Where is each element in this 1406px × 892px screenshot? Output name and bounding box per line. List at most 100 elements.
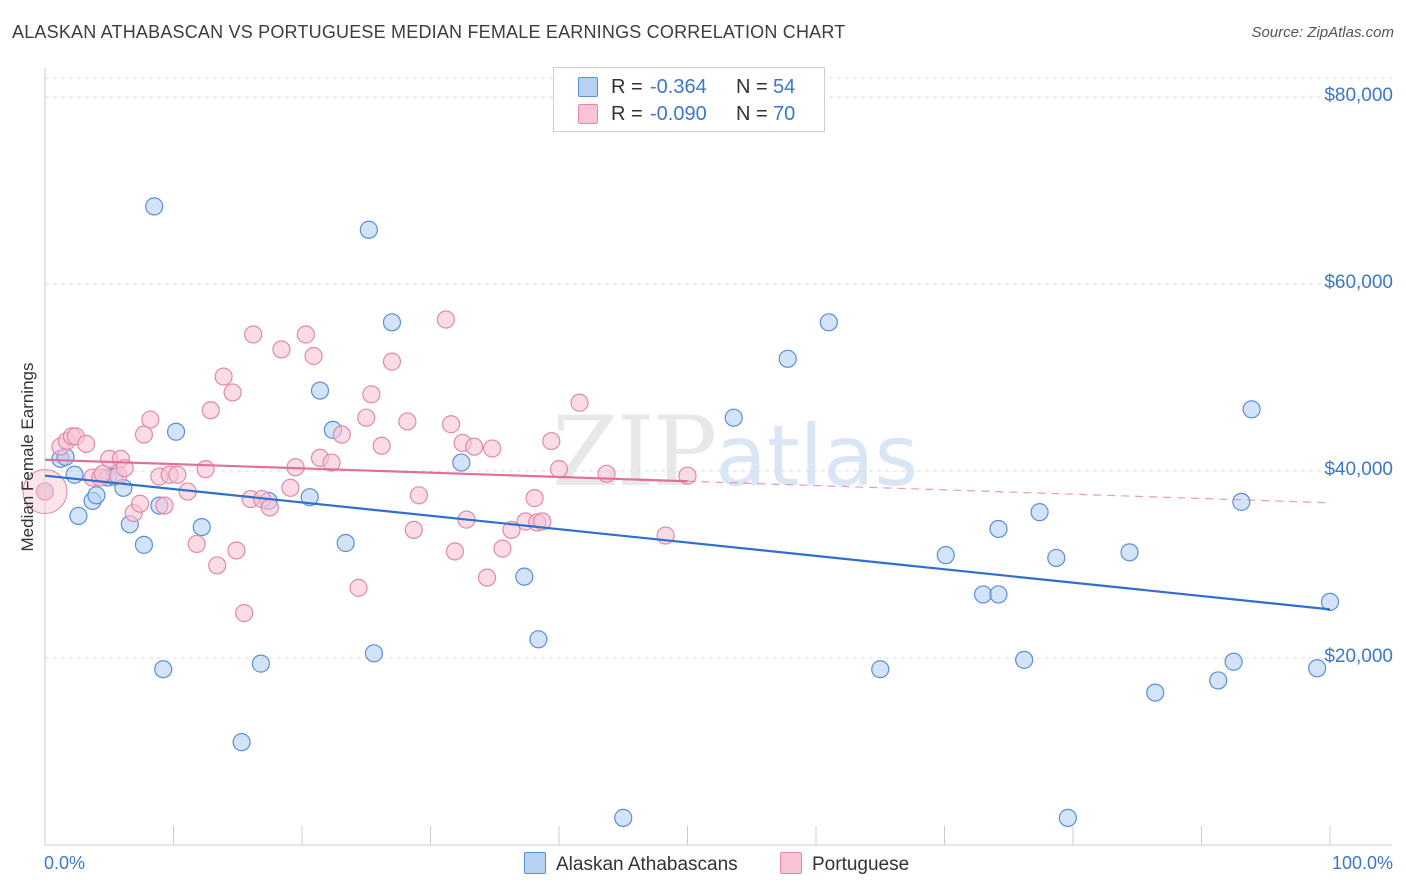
data-point-athabascan <box>1015 650 1034 669</box>
legend-item-athabascan[interactable]: Alaskan Athabascans <box>524 852 738 876</box>
data-point-athabascan <box>69 506 88 525</box>
data-point-athabascan <box>724 408 743 427</box>
y-axis-label: Median Female Earnings <box>18 362 37 552</box>
data-point-portuguese <box>141 410 160 429</box>
data-point-athabascan <box>1232 492 1251 511</box>
data-point-athabascan <box>192 517 211 537</box>
data-point-portuguese <box>533 512 552 531</box>
data-point-athabascan <box>819 313 838 332</box>
correlation-stats-box: R = -0.364 N = 54 R = -0.090 N = 70 <box>553 67 825 132</box>
data-point-portuguese <box>304 346 323 366</box>
legend-label-portuguese: Portuguese <box>812 854 910 875</box>
data-point-portuguese <box>155 496 174 515</box>
data-point-athabascan <box>973 585 993 604</box>
data-point-athabascan <box>529 630 548 649</box>
r-value: -0.090 <box>650 103 707 125</box>
data-point-portuguese <box>322 453 341 472</box>
data-point-portuguese <box>115 459 134 478</box>
data-point-athabascan <box>1146 683 1165 702</box>
data-point-athabascan <box>154 660 173 679</box>
data-point-portuguese <box>525 489 544 508</box>
data-point-portuguese <box>77 434 96 453</box>
data-point-athabascan <box>166 422 186 441</box>
r-value: -0.364 <box>650 76 707 98</box>
data-point-portuguese <box>332 425 351 444</box>
data-point-portuguese <box>227 541 246 560</box>
n-label: N = <box>736 103 768 125</box>
data-point-portuguese <box>362 385 381 404</box>
axes <box>44 68 1392 846</box>
data-point-portuguese <box>208 556 227 575</box>
data-points <box>22 197 1340 827</box>
data-point-athabascan <box>145 197 164 216</box>
legend-label-athabascan: Alaskan Athabascans <box>556 854 738 875</box>
gridlines <box>45 77 1392 659</box>
n-label: N = <box>736 76 768 98</box>
data-point-portuguese <box>349 578 368 597</box>
y-tick-label: $60,000 <box>1324 272 1393 293</box>
data-point-athabascan <box>871 660 890 679</box>
data-point-athabascan <box>989 585 1008 604</box>
portuguese-swatch <box>578 104 598 124</box>
data-point-athabascan <box>359 220 378 239</box>
data-point-portuguese <box>678 466 697 485</box>
data-point-portuguese <box>382 352 402 371</box>
data-point-portuguese <box>477 568 497 587</box>
data-point-portuguese <box>35 482 55 501</box>
data-point-portuguese <box>244 325 263 344</box>
x-tick-label-max: 100.0% <box>1331 853 1393 873</box>
data-point-athabascan <box>1030 503 1049 522</box>
watermark-atlas: atlas <box>715 407 919 505</box>
data-point-athabascan <box>65 465 84 484</box>
data-point-athabascan <box>1308 659 1327 678</box>
data-point-portuguese <box>404 520 423 540</box>
legend-item-portuguese[interactable]: Portuguese <box>780 852 909 876</box>
data-point-portuguese <box>235 604 254 623</box>
data-point-portuguese <box>260 498 279 517</box>
data-point-portuguese <box>272 340 291 359</box>
data-point-athabascan <box>232 733 251 752</box>
data-point-portuguese <box>398 412 417 431</box>
watermark-zip: ZIP <box>552 396 717 508</box>
data-point-athabascan <box>1209 671 1228 690</box>
data-point-portuguese <box>223 383 242 402</box>
data-point-athabascan <box>936 546 955 565</box>
n-value: 70 <box>773 103 796 125</box>
data-point-athabascan <box>251 654 270 673</box>
data-point-portuguese <box>465 437 484 456</box>
data-point-portuguese <box>168 465 187 484</box>
data-point-portuguese <box>214 367 233 386</box>
trend-line-portuguese <box>44 458 688 483</box>
data-point-athabascan <box>336 533 355 553</box>
data-point-athabascan <box>614 808 633 827</box>
legend-swatch-portuguese <box>780 852 802 874</box>
data-point-athabascan <box>382 313 402 332</box>
data-point-athabascan <box>989 519 1008 539</box>
data-point-portuguese <box>296 325 315 344</box>
data-point-athabascan <box>310 381 330 400</box>
y-tick-label: $20,000 <box>1324 646 1393 667</box>
trend-lines <box>44 458 1331 611</box>
data-point-portuguese-cluster <box>22 469 68 515</box>
data-point-portuguese <box>493 539 512 558</box>
data-point-portuguese <box>281 478 300 497</box>
data-point-athabascan <box>1120 543 1139 562</box>
data-point-athabascan <box>300 488 319 507</box>
n-value: 54 <box>773 76 796 98</box>
data-point-athabascan <box>1242 400 1261 419</box>
trend-line-athabascan <box>44 474 1331 611</box>
data-point-athabascan <box>134 535 154 554</box>
y-tick-label: $40,000 <box>1324 459 1393 480</box>
data-point-portuguese <box>357 408 376 427</box>
data-point-portuguese <box>372 436 391 455</box>
data-point-portuguese <box>436 310 456 329</box>
zipatlas-watermark: ZIPatlas <box>552 396 918 508</box>
data-point-athabascan <box>778 349 797 368</box>
data-point-portuguese <box>445 542 465 561</box>
data-point-portuguese <box>134 425 154 444</box>
athabascan-swatch <box>578 77 598 97</box>
data-point-athabascan <box>1058 808 1077 827</box>
r-label: R = <box>611 76 643 98</box>
data-point-portuguese <box>201 401 220 420</box>
